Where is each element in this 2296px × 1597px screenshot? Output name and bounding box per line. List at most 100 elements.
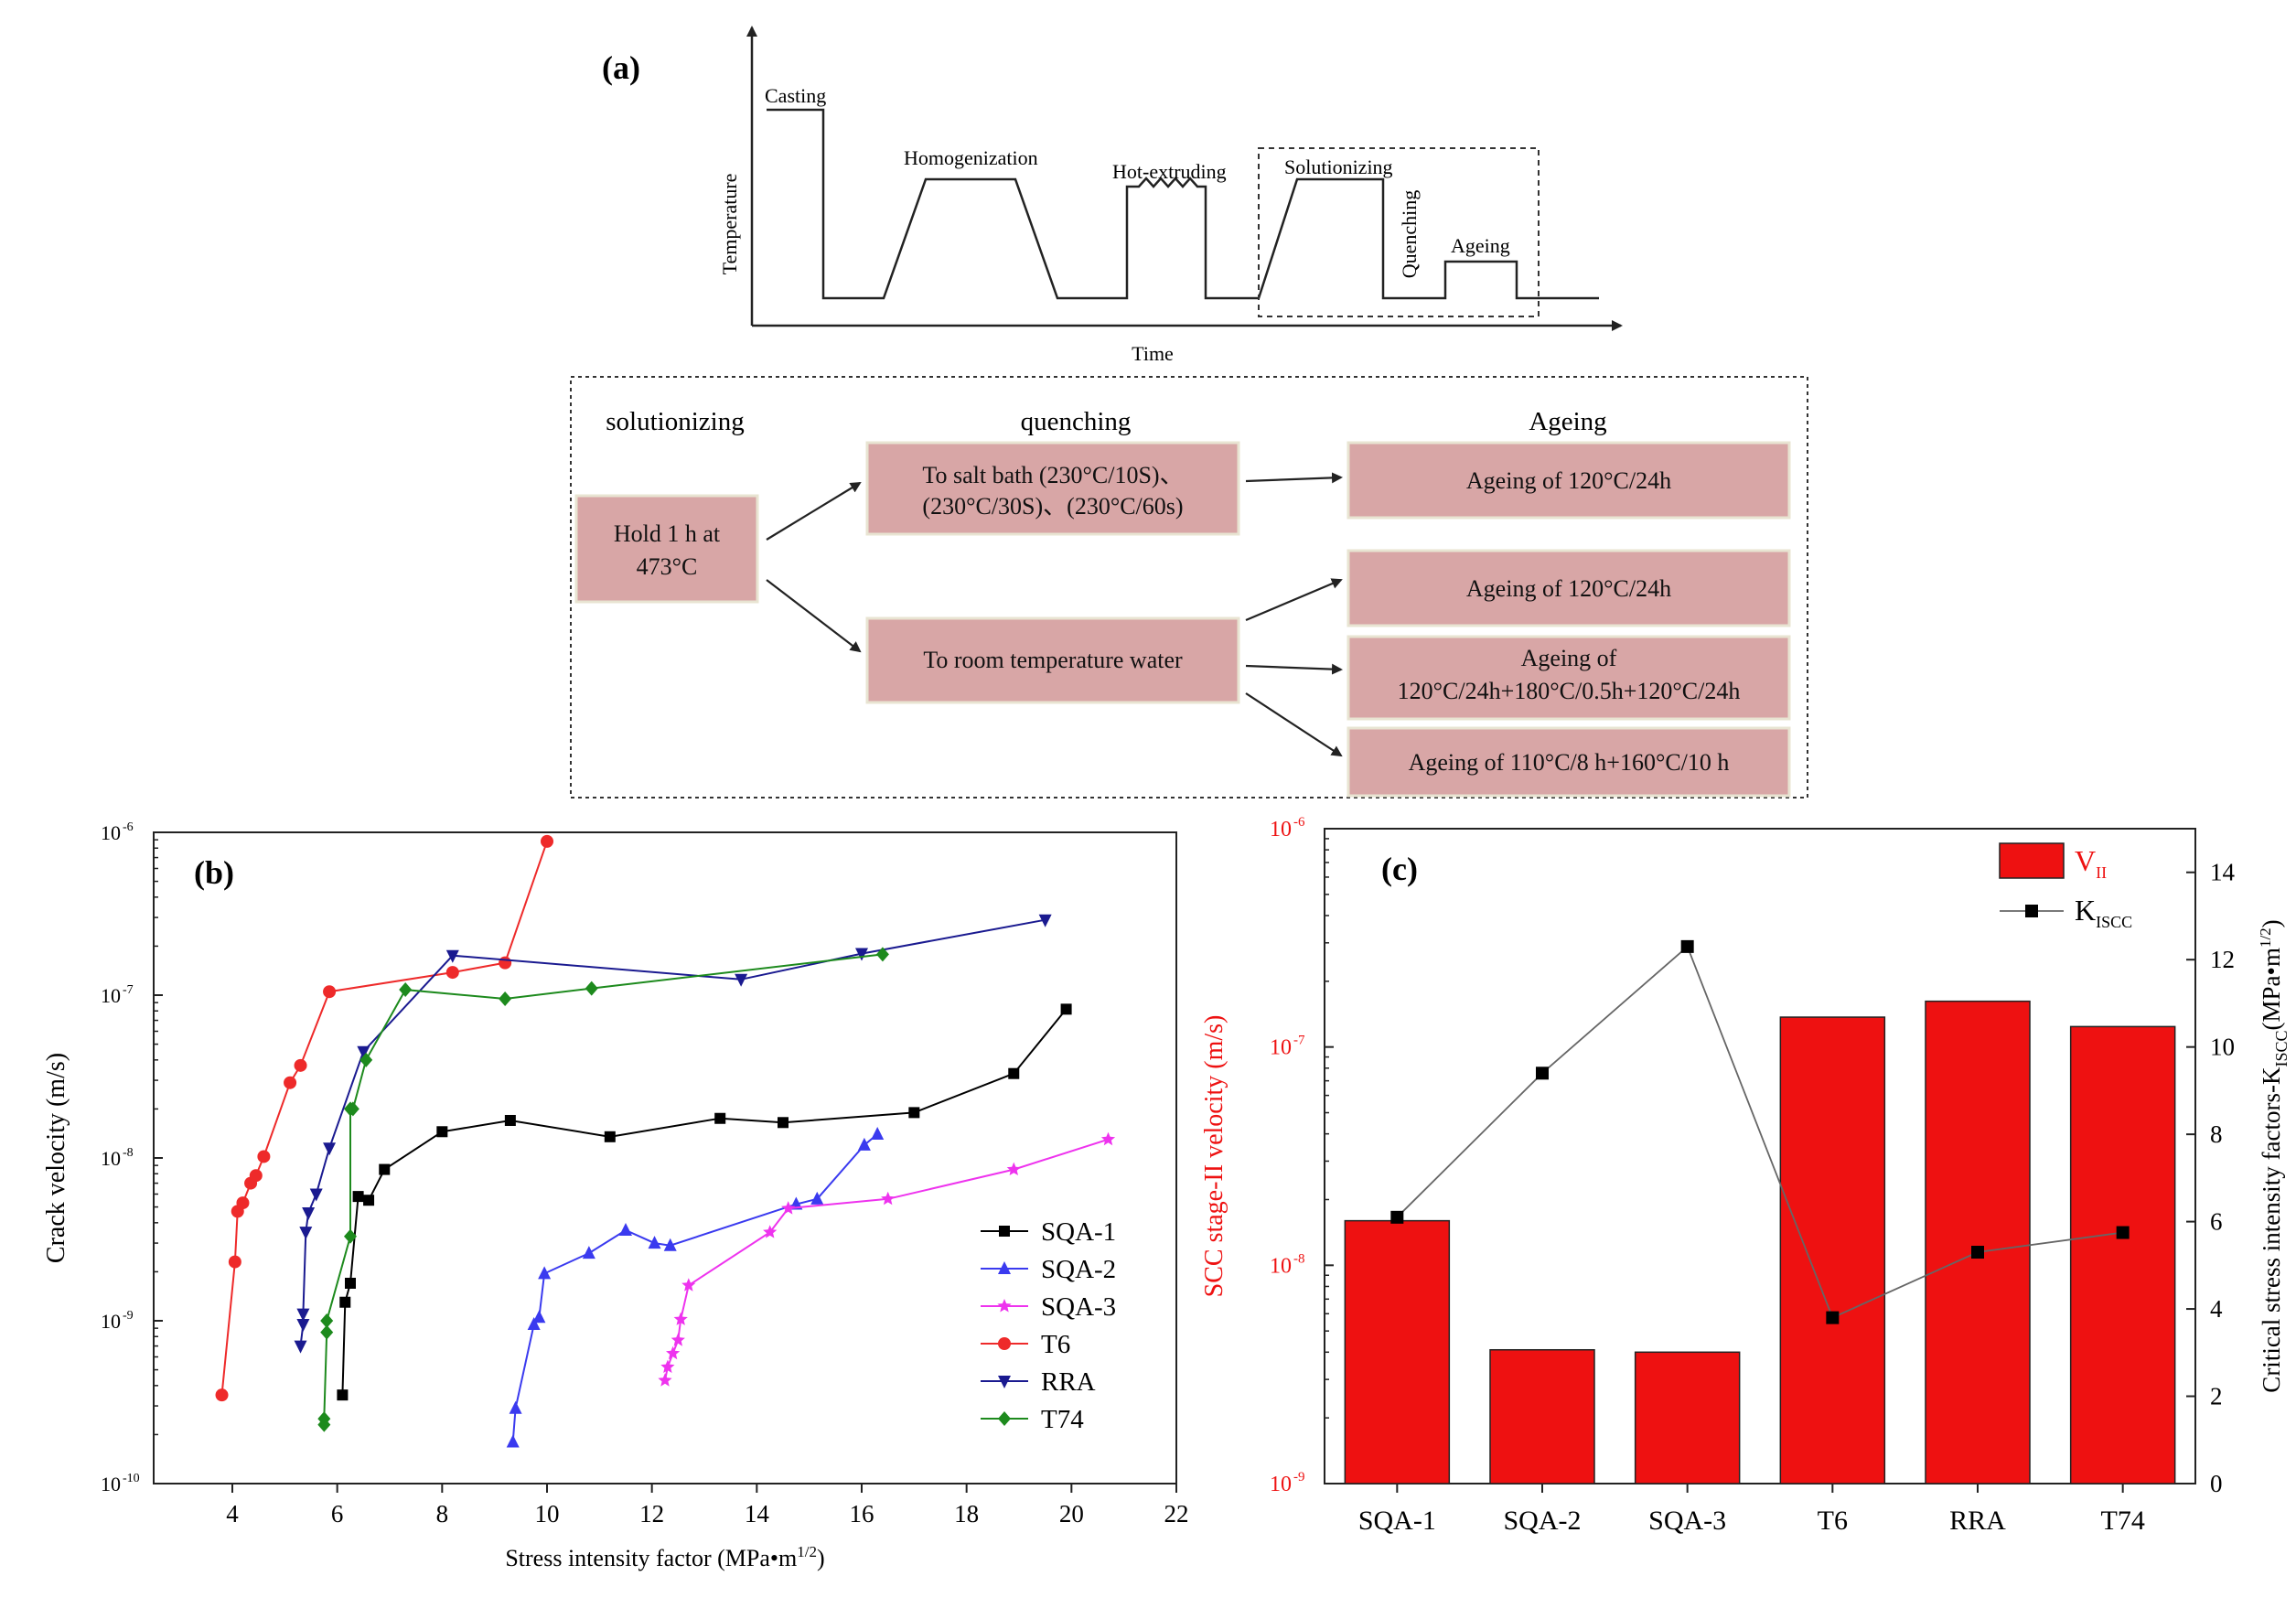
flow-arrow-to-ageing-4 xyxy=(1245,692,1343,757)
data-point-sqa-3 xyxy=(660,1359,675,1373)
flow-box-ageing-3 xyxy=(1346,635,1791,721)
data-point-sqa-1 xyxy=(714,1112,726,1124)
data-point-t74 xyxy=(875,947,889,962)
data-point-t6 xyxy=(541,834,553,848)
flow-arrow-to-salt xyxy=(766,481,862,541)
flow-ageing-3-line-1: Ageing of xyxy=(1521,645,1617,671)
data-point-sqa-3 xyxy=(681,1278,696,1292)
data-point-rra xyxy=(323,1142,337,1156)
chart-b-xtick-label: 20 xyxy=(1059,1500,1084,1527)
data-point-sqa-1 xyxy=(1008,1067,1020,1079)
flow-box-hold xyxy=(574,494,759,604)
data-point-t74 xyxy=(320,1324,334,1340)
data-point-sqa-2 xyxy=(532,1310,546,1324)
data-point-sqa-1 xyxy=(379,1163,391,1175)
legend-label-sqa-3: SQA-3 xyxy=(1041,1292,1116,1322)
chart-c-ylabel-right-mid: (MPa•m xyxy=(2258,948,2285,1030)
category-label-t6: T6 xyxy=(1818,1506,1848,1536)
kiscc-point-t6 xyxy=(1826,1311,1840,1324)
chart-c-ytick-left-exp: -9 xyxy=(1293,1470,1305,1484)
data-point-sqa-3 xyxy=(1006,1162,1021,1175)
chart-c-ytick-right-label: 14 xyxy=(2210,859,2236,886)
category-label-sqa-3: SQA-3 xyxy=(1648,1506,1726,1536)
chart-c-frame xyxy=(1324,828,2196,1484)
chart-c-ytick-right-label: 6 xyxy=(2210,1208,2223,1236)
flow-header-solutionizing: solutionizing xyxy=(606,407,744,436)
data-point-rra xyxy=(855,948,868,961)
legend-marker-t74 xyxy=(998,1411,1011,1426)
chart-b-ytick-label: 10 xyxy=(101,821,121,844)
stage-hot-extruding: Hot-extruding xyxy=(1112,160,1227,183)
chart-c-ytick-left-exp: -8 xyxy=(1293,1251,1305,1266)
data-point-sqa-3 xyxy=(658,1373,672,1387)
data-point-t6 xyxy=(236,1196,250,1210)
data-point-t6 xyxy=(257,1150,271,1163)
chart-c-ytick-right-label: 2 xyxy=(2210,1383,2223,1410)
panel-a-label: (a) xyxy=(602,49,640,86)
data-point-rra xyxy=(296,1318,310,1332)
flow-box-water xyxy=(865,616,1240,704)
chart-b-ytick-label: 10 xyxy=(101,1473,121,1495)
flow-box-ageing-1 xyxy=(1346,441,1791,520)
legend-marker-rra xyxy=(998,1376,1011,1388)
flow-box-ageing-4 xyxy=(1346,726,1791,798)
process-temperature-profile xyxy=(767,108,1599,300)
chart-c-ylabel-right-end: ) xyxy=(2258,919,2285,927)
legend-marker-t6 xyxy=(998,1337,1011,1350)
stage-homogenization: Homogenization xyxy=(904,146,1038,169)
data-point-rra xyxy=(309,1188,323,1202)
chart-b-xtick-label: 22 xyxy=(1164,1500,1189,1527)
flow-salt-line-2: (230°C/30S)、(230°C/60s) xyxy=(922,493,1183,520)
process-x-axis-label: Time xyxy=(1132,342,1174,365)
flow-water-line-1: To room temperature water xyxy=(923,647,1183,673)
data-point-rra xyxy=(294,1340,307,1354)
data-point-t74 xyxy=(359,1052,373,1067)
data-point-t74 xyxy=(499,991,512,1006)
chart-c-ylabel-right-pre: Critical stress intensity factors-K xyxy=(2258,1066,2285,1393)
legend-marker-sqa-3 xyxy=(997,1299,1012,1313)
data-point-t74 xyxy=(317,1411,331,1427)
flow-header-ageing: Ageing xyxy=(1529,407,1606,436)
category-label-sqa-2: SQA-2 xyxy=(1503,1506,1581,1536)
chart-b-xtick-label: 6 xyxy=(331,1500,344,1527)
bar-sqa-1 xyxy=(1344,1219,1451,1484)
bar-sqa-2 xyxy=(1489,1348,1595,1484)
legend-label-t74: T74 xyxy=(1041,1405,1084,1434)
kiscc-point-t74 xyxy=(2116,1226,2130,1239)
data-point-sqa-1 xyxy=(908,1107,920,1119)
data-point-sqa-2 xyxy=(582,1246,595,1259)
data-point-sqa-3 xyxy=(781,1201,796,1215)
chart-b-xtick-label: 10 xyxy=(535,1500,560,1527)
series-line-sqa-2 xyxy=(511,1133,878,1442)
kiscc-line xyxy=(1396,945,2123,1319)
chart-b-ytick-exp: -10 xyxy=(123,1472,140,1485)
chart-b-ytick-exp: -8 xyxy=(123,1146,134,1160)
kiscc-point-sqa-2 xyxy=(1536,1066,1549,1080)
category-label-t74: T74 xyxy=(2101,1506,2145,1536)
data-point-sqa-2 xyxy=(810,1191,824,1205)
data-point-rra xyxy=(735,973,748,987)
series-line-t6 xyxy=(220,841,548,1396)
chart-b-legend: SQA-1 SQA-2 SQA-3 T6 RRA T74 xyxy=(981,1217,1116,1434)
stage-casting: Casting xyxy=(765,84,826,107)
legend-label-kiscc: KISCC xyxy=(2075,894,2132,931)
kiscc-point-sqa-3 xyxy=(1680,939,1694,953)
data-point-sqa-3 xyxy=(1100,1131,1116,1146)
data-point-t6 xyxy=(249,1169,263,1183)
data-point-sqa-3 xyxy=(763,1225,778,1238)
data-point-sqa-1 xyxy=(1060,1003,1072,1015)
process-y-axis-label: Temperature xyxy=(718,174,741,275)
chart-b-xtick-label: 4 xyxy=(226,1500,239,1527)
flow-header-quenching: quenching xyxy=(1021,407,1132,436)
flow-ageing-1-line-1: Ageing of 120°C/24h xyxy=(1466,467,1671,494)
data-point-sqa-1 xyxy=(337,1389,349,1401)
chart-c-ytick-right-label: 8 xyxy=(2210,1120,2223,1148)
legend-label-sqa-2: SQA-2 xyxy=(1041,1255,1116,1284)
chart-b-xtick-label: 12 xyxy=(639,1500,664,1527)
data-point-sqa-2 xyxy=(506,1434,520,1448)
data-point-sqa-1 xyxy=(604,1131,616,1142)
legend-label-rra: RRA xyxy=(1041,1367,1096,1397)
chart-c-ytick-left-label: 10 xyxy=(1270,818,1292,841)
data-point-sqa-2 xyxy=(527,1316,541,1330)
chart-b-xlabel-text: Stress intensity factor (MPa•m xyxy=(505,1545,797,1571)
